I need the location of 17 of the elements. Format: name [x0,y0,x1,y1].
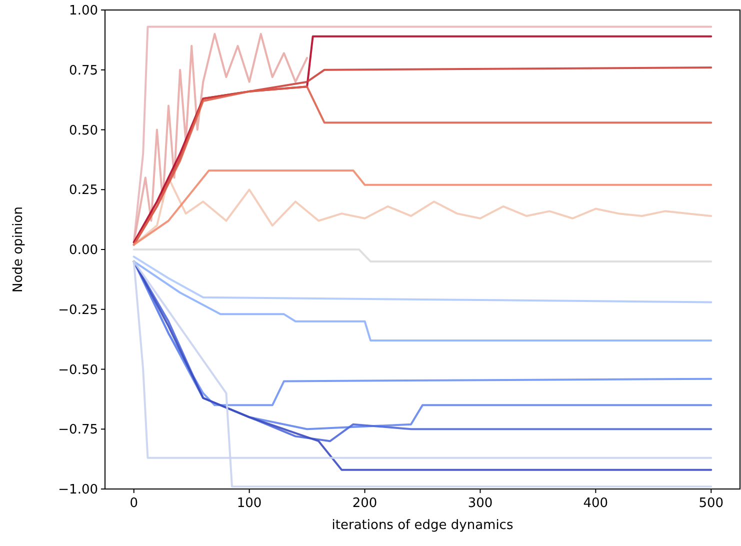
x-tick-label: 400 [583,496,608,511]
x-tick-label: 200 [352,496,378,511]
x-tick-label: 500 [698,496,724,511]
y-tick-label: −1.00 [58,482,98,498]
y-axis-title: Node opinion [11,206,26,292]
y-tick-label: −0.75 [58,422,98,438]
y-tick-label: 0.25 [69,183,98,198]
x-tick-label: 300 [468,496,493,511]
y-tick-label: −0.25 [58,302,98,318]
y-tick-label: −0.50 [58,362,98,378]
x-tick-label: 100 [236,496,262,511]
y-tick-label: 0.50 [69,123,98,138]
x-axis-title: iterations of edge dynamics [332,518,514,533]
y-tick-label: 0.75 [69,63,98,78]
y-tick-label: 0.00 [69,243,98,258]
x-tick-label: 0 [130,496,138,511]
y-tick-label: 1.00 [69,4,98,19]
